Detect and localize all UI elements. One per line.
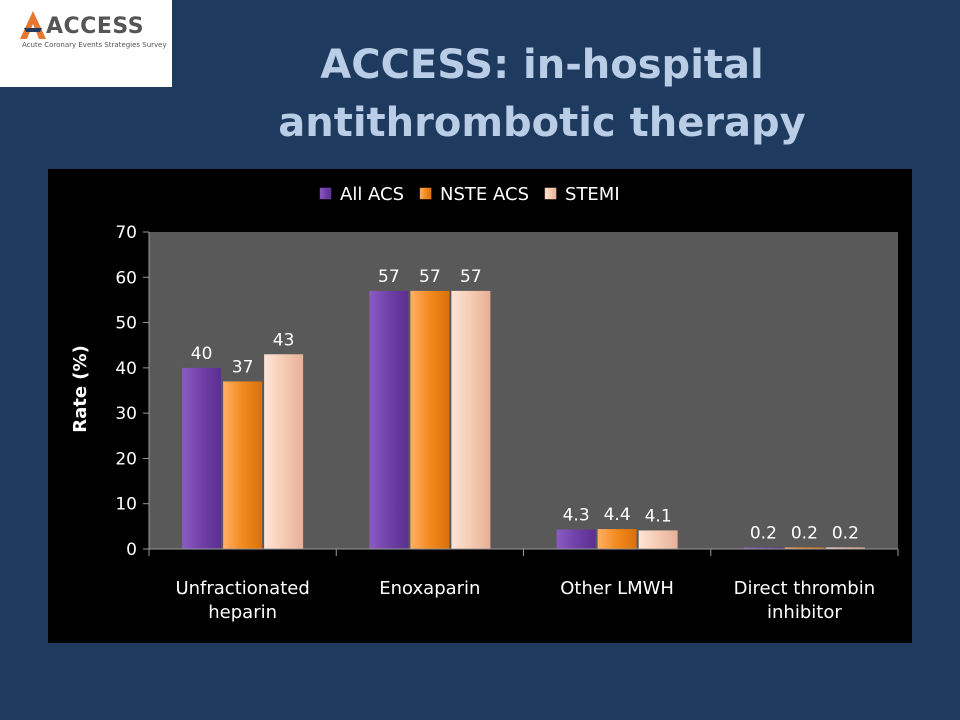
data-label: 0.2: [750, 524, 777, 544]
bar-stemi: [264, 354, 304, 549]
legend: All ACS NSTE ACS STEMI: [319, 184, 620, 205]
bar-stemi: [825, 547, 865, 549]
data-label: 37: [232, 357, 254, 377]
bar-nste-acs: [223, 381, 263, 549]
legend-swatch: [319, 187, 332, 200]
bars: 40 37 43 57 57 57 4.3 4.4 4.1 0.2 0.2 0.2: [182, 267, 865, 549]
y-tick-label: 0: [126, 540, 137, 560]
bar-all-acs: [556, 529, 596, 549]
category-label: Other LMWH: [560, 578, 674, 599]
data-label: 43: [273, 330, 295, 350]
legend-label: All ACS: [340, 184, 404, 205]
bar-nste-acs: [597, 529, 637, 549]
data-label: 4.1: [645, 506, 672, 526]
category-label: Direct thrombin: [734, 578, 875, 599]
data-label: 57: [378, 267, 400, 287]
y-tick-label: 20: [115, 449, 137, 469]
bar-all-acs: [743, 547, 783, 549]
category-label: Enoxaparin: [379, 578, 480, 599]
slide-title: ACCESS: in-hospital antithrombotic thera…: [278, 42, 806, 146]
y-tick-label: 40: [115, 359, 137, 379]
y-axis: 0 10 20 30 40 50 60 70: [115, 223, 150, 560]
y-axis-title: Rate (%): [70, 345, 91, 433]
bar-nste-acs: [784, 547, 824, 549]
y-tick-label: 70: [115, 223, 137, 243]
access-logo-icon: [20, 11, 46, 39]
bar-stemi: [451, 290, 491, 549]
logo: ACCESS Acute Coronary Events Strategies …: [0, 0, 172, 87]
legend-swatch: [544, 187, 557, 200]
data-label: 0.2: [791, 524, 818, 544]
bar-nste-acs: [410, 290, 450, 549]
legend-swatch: [419, 187, 432, 200]
chart-panel: All ACS NSTE ACS STEMI 0 10 20 30 40 50 60 70 40 3…: [48, 169, 912, 643]
data-label: 4.4: [604, 505, 631, 525]
bar-all-acs: [369, 290, 409, 549]
category-label: heparin: [208, 602, 277, 623]
legend-label: NSTE ACS: [440, 184, 529, 205]
logo-name: ACCESS: [46, 14, 145, 39]
x-axis: Unfractionated heparin Enoxaparin Other LMW…: [148, 548, 899, 623]
data-label: 4.3: [563, 506, 590, 526]
category-label: inhibitor: [767, 602, 842, 623]
y-tick-label: 50: [115, 314, 137, 334]
data-label: 40: [191, 344, 213, 364]
y-tick-label: 60: [115, 268, 137, 288]
y-tick-label: 10: [115, 495, 137, 515]
bar-all-acs: [182, 367, 222, 549]
bar-chart: All ACS NSTE ACS STEMI 0 10 20 30 40 50 60 70 40 3…: [70, 184, 899, 623]
y-tick-label: 30: [115, 404, 137, 424]
legend-label: STEMI: [565, 184, 620, 205]
data-label: 0.2: [832, 524, 859, 544]
bar-stemi: [638, 530, 678, 549]
data-label: 57: [419, 267, 441, 287]
category-label: Unfractionated: [175, 578, 309, 599]
logo-tagline: Acute Coronary Events Strategies Survey: [22, 41, 167, 49]
data-label: 57: [460, 267, 482, 287]
